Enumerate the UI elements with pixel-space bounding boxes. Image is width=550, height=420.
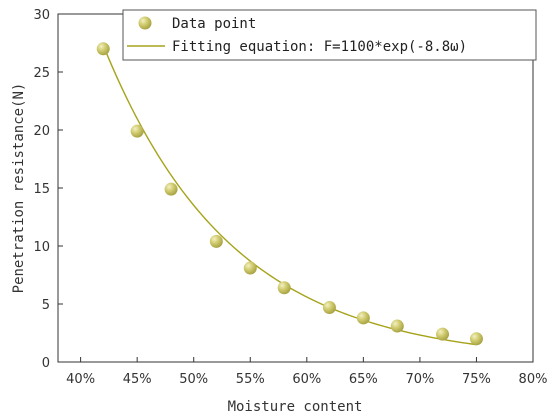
x-tick-label: 80% [519, 372, 548, 387]
y-tick-label: 25 [33, 66, 50, 81]
data-point [130, 124, 144, 138]
x-tick-label: 45% [123, 372, 152, 387]
x-axis-title: Moisture content [228, 399, 363, 415]
legend-label-fitting-equation: Fitting equation: F=1100*exp(-8.8ω) [172, 39, 467, 55]
y-tick-label: 15 [33, 182, 50, 197]
data-point [277, 281, 291, 295]
legend-marker-data-point [138, 16, 152, 30]
data-point [322, 300, 336, 314]
data-point [356, 311, 370, 325]
x-tick-label: 55% [236, 372, 265, 387]
y-tick-label: 10 [33, 240, 50, 255]
data-point [436, 327, 450, 341]
x-tick-label: 65% [349, 372, 378, 387]
x-tick-label: 60% [292, 372, 321, 387]
x-tick-label: 70% [405, 372, 434, 387]
data-point [390, 319, 404, 333]
legend-label-data-point: Data point [172, 16, 256, 32]
y-axis-title: Penetration resistance(N) [11, 83, 27, 294]
fitted-curve [102, 44, 477, 346]
data-point [469, 332, 483, 346]
y-axis-ticks: 0 5 10 15 20 25 30 [33, 8, 63, 371]
x-tick-label: 50% [179, 372, 208, 387]
x-axis-ticks: 40% 45% 50% 55% 60% 65% 70% 75% 80% [66, 357, 547, 387]
data-point [209, 234, 223, 248]
plot-area-frame [57, 13, 534, 363]
y-tick-label: 5 [42, 298, 50, 313]
y-tick-label: 0 [42, 356, 50, 371]
y-tick-label: 20 [33, 124, 50, 139]
y-tick-label: 30 [33, 8, 50, 23]
x-tick-label: 75% [462, 372, 491, 387]
legend: Data point Fitting equation: F=1100*exp(… [122, 9, 537, 61]
x-tick-label: 40% [66, 372, 95, 387]
data-point [96, 42, 110, 56]
data-point [243, 261, 257, 275]
legend-box [122, 9, 537, 61]
data-point [164, 182, 178, 196]
data-points [96, 42, 483, 346]
